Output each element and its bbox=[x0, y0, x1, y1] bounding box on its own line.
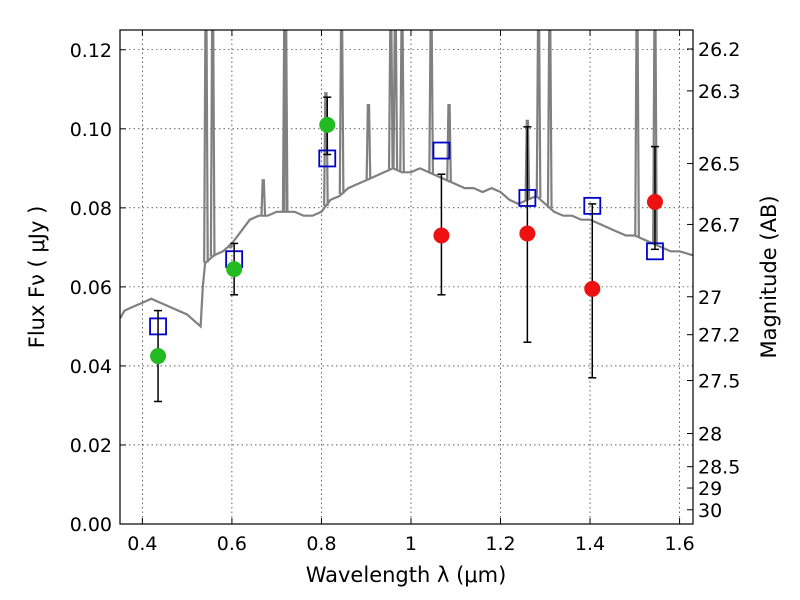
x-tick-label: 1.2 bbox=[485, 533, 515, 555]
y-tick-label: 0.00 bbox=[70, 514, 112, 536]
y-tick-label: 0.06 bbox=[70, 277, 112, 299]
y-tick-label: 0.10 bbox=[70, 119, 112, 141]
emission-line-spike bbox=[546, 30, 553, 208]
x-axis-label: Wavelength λ (μm) bbox=[306, 563, 507, 587]
emission-line-spike bbox=[387, 30, 394, 170]
green-data-point bbox=[319, 116, 336, 133]
x-tick-label: 0.6 bbox=[217, 533, 247, 555]
right-tick-label: 29 bbox=[698, 478, 722, 500]
right-tick-label: 30 bbox=[698, 500, 722, 522]
right-tick-label: 26.3 bbox=[698, 81, 740, 103]
plot-frame bbox=[119, 29, 694, 525]
model-square-point bbox=[432, 141, 451, 160]
emission-line-spike bbox=[634, 30, 640, 237]
right-tick-label: 26.5 bbox=[698, 154, 740, 176]
emission-line-spike bbox=[399, 30, 405, 173]
emission-line-spike bbox=[203, 30, 209, 263]
plot-clipped-group bbox=[120, 30, 693, 329]
grid-lines bbox=[120, 30, 693, 525]
y-tick-label: 0.08 bbox=[70, 198, 112, 220]
y-tick-label: 0.12 bbox=[70, 40, 112, 62]
emission-line-spike bbox=[365, 103, 372, 180]
emission-line-spike bbox=[524, 119, 531, 200]
y-tick-label: 0.04 bbox=[70, 356, 112, 378]
red-data-point bbox=[433, 227, 450, 244]
emission-line-spike bbox=[338, 30, 345, 195]
x-tick-label: 1.6 bbox=[664, 533, 694, 555]
model-spectrum-line bbox=[120, 167, 693, 329]
right-tick-label: 28 bbox=[698, 423, 722, 445]
right-tick-label: 27.5 bbox=[698, 371, 740, 393]
red-data-point bbox=[584, 280, 601, 297]
axis-ticks: 0.4 0.6 0.8 1 1.2 1.4 1.6 0.00 0.02 0.04 0.06 0.08 0… bbox=[70, 30, 740, 555]
right-tick-label: 27 bbox=[698, 287, 722, 309]
green-data-point bbox=[150, 348, 167, 365]
right-tick-label: 27.2 bbox=[698, 325, 740, 347]
x-tick-label: 0.4 bbox=[127, 533, 157, 555]
y-axis-label: Flux Fν ( μJy ) bbox=[25, 206, 49, 349]
emission-line-spike bbox=[392, 30, 399, 170]
right-axis-label: Magnitude (AB) bbox=[757, 195, 781, 358]
right-tick-label: 26.7 bbox=[698, 214, 740, 236]
x-tick-label: 1.4 bbox=[575, 533, 605, 555]
red-data-point bbox=[519, 225, 536, 242]
right-tick-label: 28.5 bbox=[698, 457, 740, 479]
emission-line-spike bbox=[209, 30, 216, 257]
green-data-point bbox=[226, 261, 243, 278]
right-tick-label: 26.2 bbox=[698, 39, 740, 61]
red-data-point bbox=[646, 193, 663, 210]
x-tick-label: 1 bbox=[405, 533, 417, 555]
y-tick-label: 0.02 bbox=[70, 435, 112, 457]
emission-line-spike bbox=[535, 30, 542, 198]
emission-line-spike bbox=[227, 244, 234, 249]
emission-line-spike bbox=[652, 30, 658, 245]
x-tick-label: 0.8 bbox=[306, 533, 336, 555]
emission-line-spike bbox=[428, 30, 435, 174]
emission-line-spike bbox=[282, 30, 289, 212]
emission-line-spike bbox=[260, 179, 267, 216]
plot-area bbox=[120, 30, 693, 403]
